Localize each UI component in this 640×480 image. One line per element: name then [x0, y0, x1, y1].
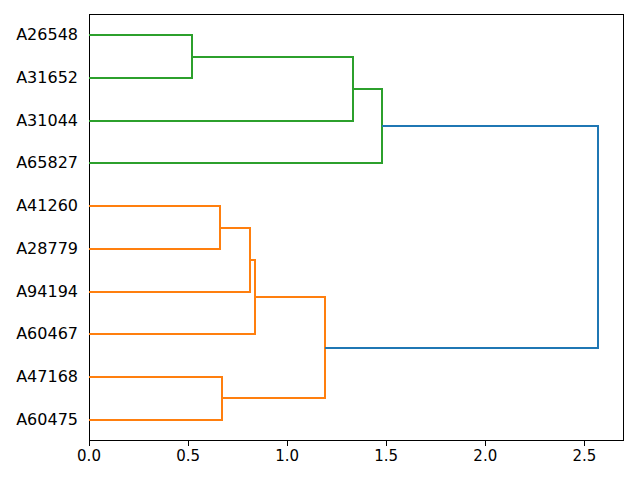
leaf-label: A60467 [0, 324, 78, 344]
leaf-label: A28779 [0, 239, 78, 259]
x-tick-mark [386, 441, 387, 446]
leaf-label: A94194 [0, 282, 78, 302]
x-tick-label: 0.5 [176, 447, 200, 465]
dendrogram-link [325, 126, 598, 348]
x-tick-mark [89, 441, 90, 446]
x-tick-mark [287, 441, 288, 446]
dendrogram-figure: A26548 A31652 A31044 A65827 A41260 A28779 A941… [0, 0, 640, 480]
leaf-label: A31044 [0, 111, 78, 131]
dendrogram-link [89, 35, 192, 78]
leaf-label: A41260 [0, 196, 78, 216]
x-tick-label: 0.0 [77, 447, 101, 465]
dendrogram-link [89, 228, 250, 292]
leaf-label: A47168 [0, 367, 78, 387]
dendrogram-link [89, 89, 382, 164]
x-tick-label: 2.5 [572, 447, 596, 465]
leaf-label: A65827 [0, 153, 78, 173]
dendrogram-link [222, 297, 325, 398]
x-tick-mark [485, 441, 486, 446]
dendrogram-link [89, 206, 220, 249]
dendrogram-link [89, 377, 222, 420]
leaf-label: A31652 [0, 68, 78, 88]
dendrogram-link [89, 260, 255, 335]
leaf-label: A26548 [0, 25, 78, 45]
x-tick-label: 1.0 [275, 447, 299, 465]
x-tick-label: 1.5 [374, 447, 398, 465]
x-tick-mark [188, 441, 189, 446]
dendrogram-link [89, 57, 353, 121]
leaf-label: A60475 [0, 410, 78, 430]
x-tick-label: 2.0 [473, 447, 497, 465]
x-tick-mark [584, 441, 585, 446]
dendrogram-links [0, 0, 640, 480]
